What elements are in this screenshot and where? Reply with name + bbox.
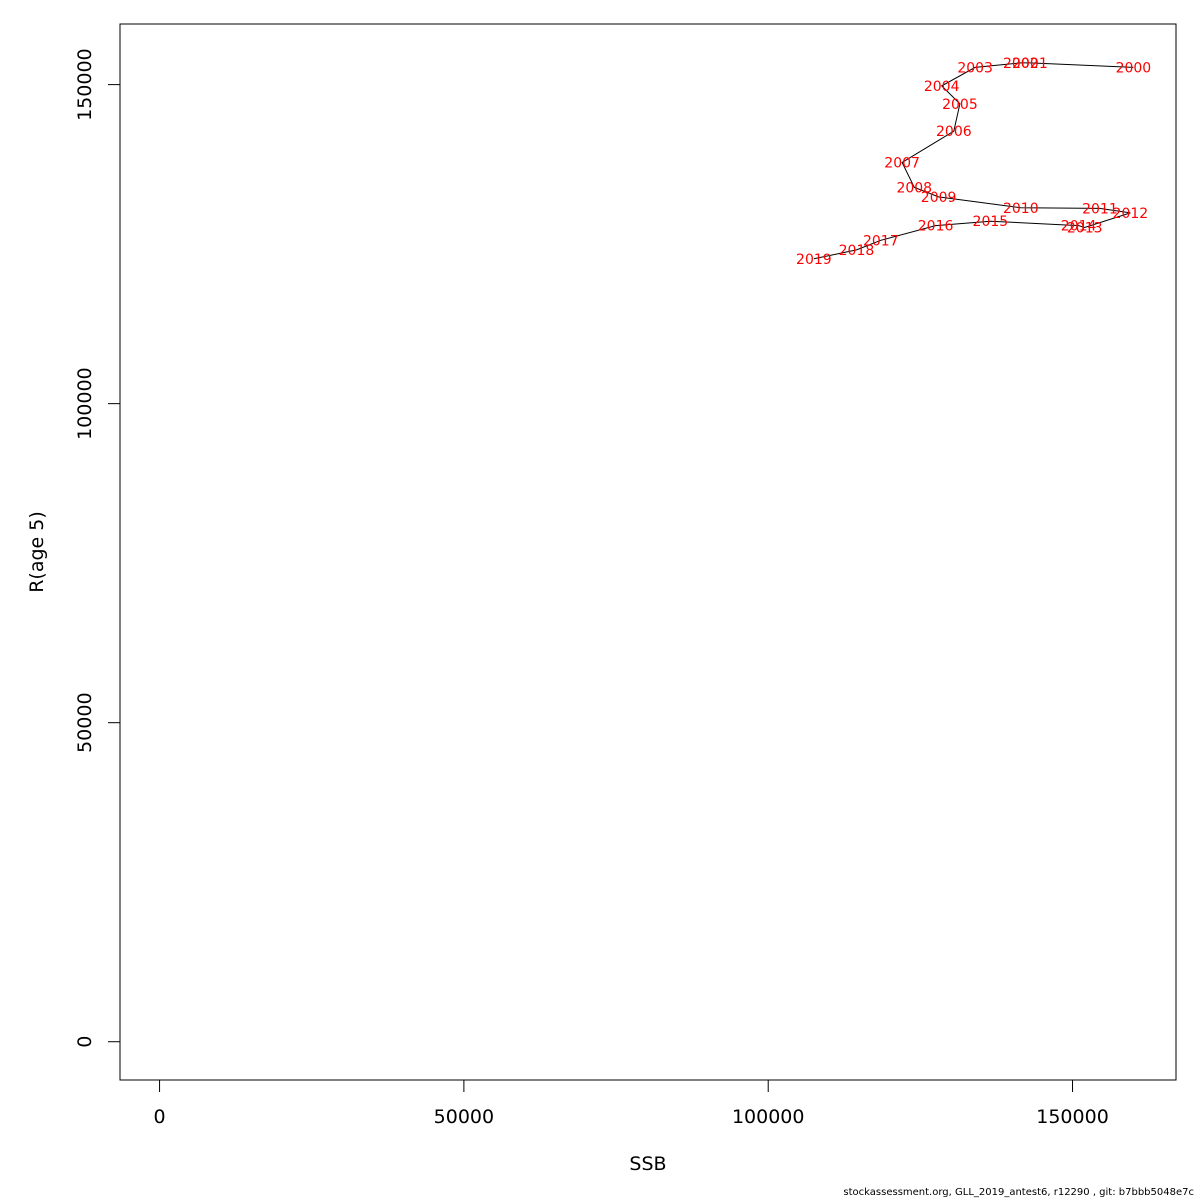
- year-label-2004: 2004: [924, 79, 960, 95]
- y-tick-label: 100000: [74, 367, 96, 440]
- year-label-2007: 2007: [884, 155, 920, 171]
- year-label-2005: 2005: [942, 97, 978, 113]
- year-label-2015: 2015: [973, 214, 1009, 230]
- year-label-2014: 2014: [1061, 219, 1097, 235]
- year-label-2016: 2016: [918, 219, 954, 235]
- year-label-2010: 2010: [1003, 201, 1039, 217]
- plot-frame: [119, 23, 1177, 1081]
- y-tick-label: 150000: [74, 48, 96, 121]
- year-label-2006: 2006: [936, 124, 972, 140]
- year-label-2011: 2011: [1082, 201, 1118, 217]
- year-label-2018: 2018: [839, 243, 875, 259]
- year-label-2017: 2017: [863, 233, 899, 249]
- year-label-2012: 2012: [1113, 206, 1149, 222]
- y-axis-title: R(age 5): [26, 511, 48, 593]
- year-label-2002: 2002: [1003, 56, 1039, 72]
- year-label-2001: 2001: [1012, 56, 1048, 72]
- year-label-2003: 2003: [957, 60, 993, 76]
- year-label-2000: 2000: [1116, 60, 1152, 76]
- footer-credit: stockassessment.org, GLL_2019_antest6, r…: [843, 1187, 1194, 1198]
- x-tick-label: 0: [154, 1106, 166, 1128]
- x-tick-label: 150000: [1036, 1106, 1109, 1128]
- x-axis-title: SSB: [629, 1153, 666, 1175]
- x-tick-label: 100000: [732, 1106, 805, 1128]
- x-axis: 0 50000 100000 150000: [154, 1079, 1109, 1128]
- year-label-2013: 2013: [1067, 221, 1103, 237]
- year-label-2009: 2009: [921, 190, 957, 206]
- x-tick-label: 50000: [434, 1106, 494, 1128]
- year-label-2019: 2019: [796, 252, 832, 268]
- y-tick-label: 0: [74, 1036, 96, 1048]
- year-label-2008: 2008: [896, 180, 932, 196]
- y-tick-label: 50000: [74, 692, 96, 752]
- y-axis: 0 50000 100000 150000: [74, 48, 121, 1048]
- trajectory-line: [813, 62, 1134, 260]
